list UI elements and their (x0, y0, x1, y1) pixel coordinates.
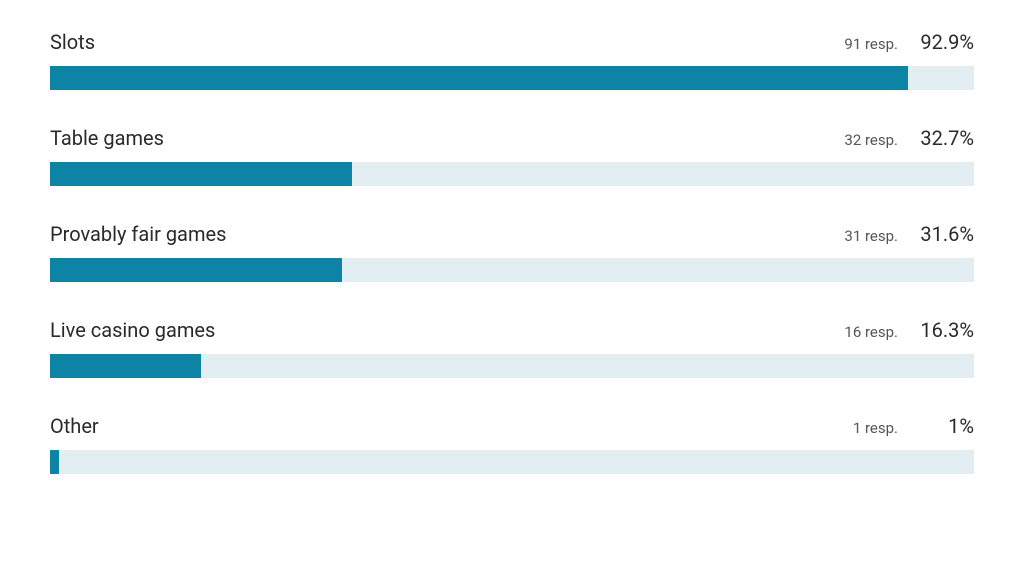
bar-percent: 32.7% (914, 126, 974, 150)
bar-resp-count: 31 resp. (844, 227, 898, 245)
bar-track (50, 162, 974, 186)
bar-track (50, 258, 974, 282)
bar-meta: 31 resp. 31.6% (844, 222, 974, 246)
bar-row: Slots 91 resp. 92.9% (50, 30, 974, 90)
survey-bar-chart: Slots 91 resp. 92.9% Table games 32 resp… (50, 30, 974, 474)
bar-meta: 16 resp. 16.3% (844, 318, 974, 342)
bar-label: Table games (50, 126, 164, 150)
bar-row: Live casino games 16 resp. 16.3% (50, 318, 974, 378)
bar-percent: 1% (914, 414, 974, 438)
bar-fill (50, 354, 201, 378)
bar-label: Slots (50, 30, 95, 54)
bar-label: Other (50, 414, 99, 438)
bar-meta: 32 resp. 32.7% (844, 126, 974, 150)
bar-header: Table games 32 resp. 32.7% (50, 126, 974, 150)
bar-fill (50, 66, 908, 90)
bar-header: Live casino games 16 resp. 16.3% (50, 318, 974, 342)
bar-row: Table games 32 resp. 32.7% (50, 126, 974, 186)
bar-track (50, 450, 974, 474)
bar-meta: 91 resp. 92.9% (844, 30, 974, 54)
bar-resp-count: 32 resp. (844, 131, 898, 149)
bar-header: Slots 91 resp. 92.9% (50, 30, 974, 54)
bar-percent: 92.9% (914, 30, 974, 54)
bar-header: Other 1 resp. 1% (50, 414, 974, 438)
bar-header: Provably fair games 31 resp. 31.6% (50, 222, 974, 246)
bar-percent: 16.3% (914, 318, 974, 342)
bar-resp-count: 16 resp. (844, 323, 898, 341)
bar-resp-count: 1 resp. (853, 419, 898, 437)
bar-fill (50, 258, 342, 282)
bar-label: Provably fair games (50, 222, 226, 246)
bar-meta: 1 resp. 1% (853, 414, 974, 438)
bar-row: Other 1 resp. 1% (50, 414, 974, 474)
bar-fill (50, 162, 352, 186)
bar-fill (50, 450, 59, 474)
bar-percent: 31.6% (914, 222, 974, 246)
bar-resp-count: 91 resp. (844, 35, 898, 53)
bar-row: Provably fair games 31 resp. 31.6% (50, 222, 974, 282)
bar-track (50, 66, 974, 90)
bar-track (50, 354, 974, 378)
bar-label: Live casino games (50, 318, 215, 342)
